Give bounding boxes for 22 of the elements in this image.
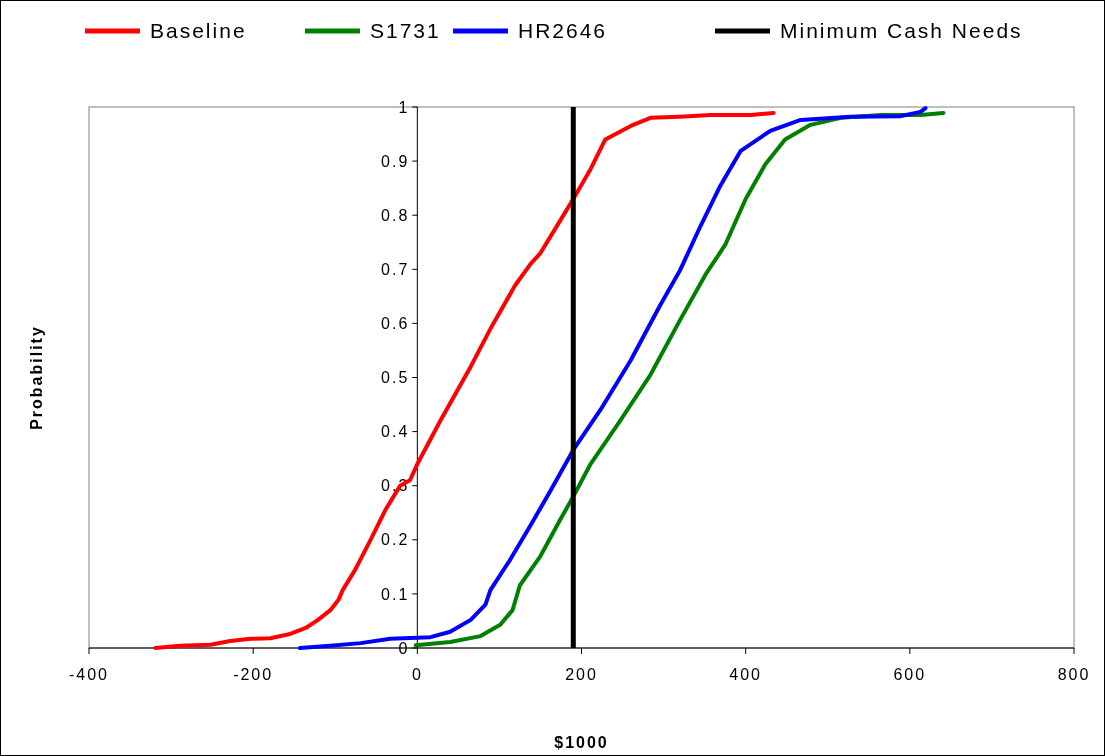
x-axis-title: $1000: [554, 734, 609, 751]
y-axis-title: Probability: [28, 325, 45, 430]
y-tick-label: 0.9: [381, 152, 410, 170]
x-tick-label: -200: [233, 666, 274, 683]
y-tick-label: 0.2: [381, 531, 410, 549]
legend-label: Baseline: [150, 19, 247, 43]
y-tick-label: 0.6: [381, 315, 410, 332]
y-tick-label: 0.4: [381, 423, 410, 441]
x-tick-label: 400: [729, 666, 763, 683]
y-tick-label: 0.8: [381, 206, 410, 224]
x-tick-label: 600: [893, 666, 927, 683]
y-tick-label: 0.7: [381, 260, 410, 278]
y-tick-label: 1: [398, 98, 410, 116]
x-tick-label: 0: [411, 666, 423, 683]
legend-label: Minimum Cash Needs: [780, 19, 1023, 43]
y-tick-label: 0.5: [381, 369, 410, 387]
y-tick-label: 0.1: [381, 585, 410, 603]
x-tick-label: -400: [68, 666, 110, 683]
legend-label: S1731: [370, 19, 441, 43]
legend-label: HR2646: [518, 19, 608, 43]
x-tick-label: 200: [565, 666, 598, 683]
x-tick-label: 800: [1057, 666, 1091, 683]
